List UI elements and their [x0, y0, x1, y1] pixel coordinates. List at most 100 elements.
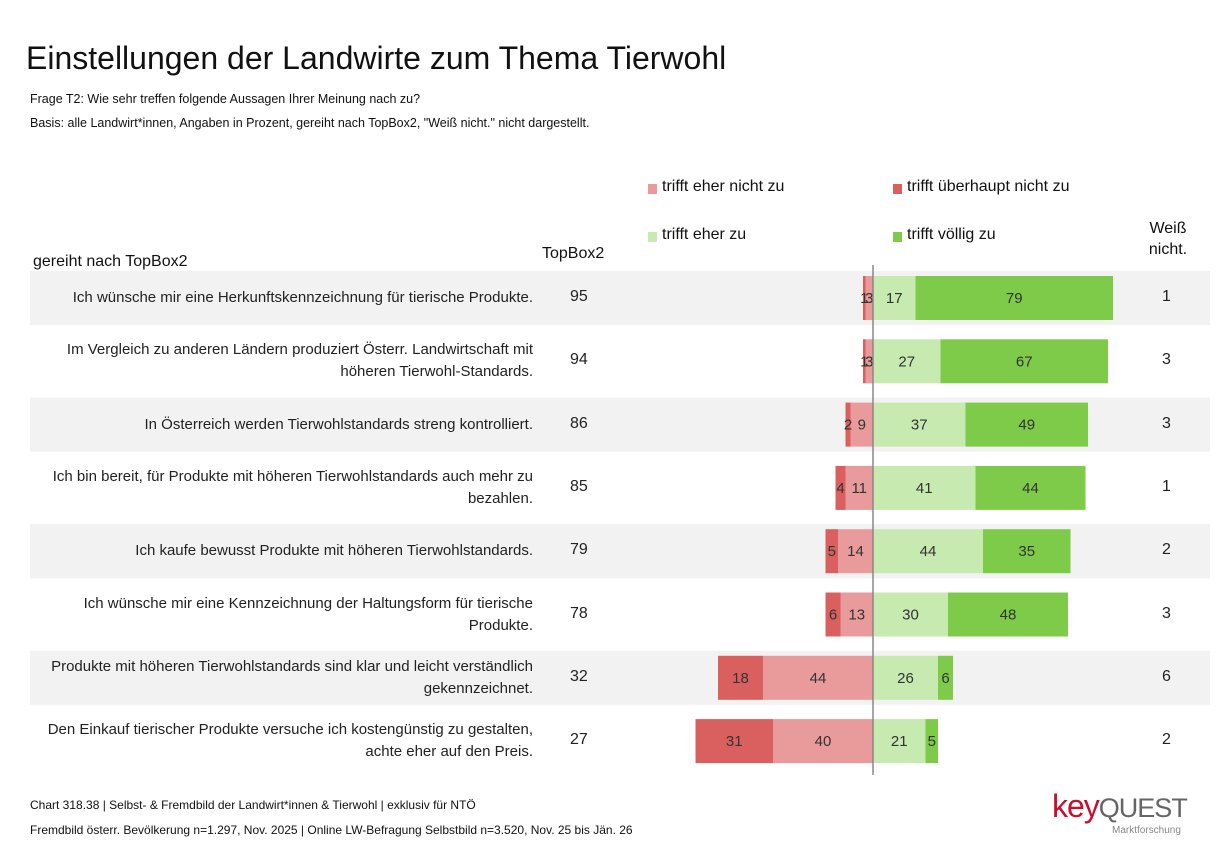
data-label: 49 [1018, 417, 1035, 434]
bar-segment [915, 276, 1113, 320]
data-label: 4 [836, 480, 844, 497]
data-label: 44 [1022, 480, 1039, 497]
bar-segment [965, 402, 1088, 447]
topbox2-value: 78 [570, 604, 588, 622]
data-label: 3 [865, 290, 873, 307]
weiss-nicht-value: 1 [1162, 288, 1171, 305]
data-label: 21 [891, 733, 908, 750]
bar-segment [865, 339, 873, 384]
bar-segment [938, 655, 953, 700]
bar-segment [850, 402, 873, 447]
category-label: Ich kaufe bewusst Produkte mit höheren T… [135, 542, 533, 560]
category-label: In Österreich werden Tierwohlstandards s… [144, 415, 533, 433]
topbox2-value: 79 [570, 541, 588, 559]
logo-key: key [1052, 788, 1100, 824]
data-label: 30 [902, 606, 919, 623]
bar-segment [873, 529, 983, 574]
category-label: Ich wünsche mir eine Kennzeichnung der H… [83, 594, 533, 634]
data-label: 17 [886, 290, 903, 307]
category-label: Im Vergleich zu anderen Ländern produzie… [66, 341, 533, 381]
bar-segment [835, 465, 846, 510]
legend-swatch [893, 232, 902, 242]
category-label: Ich wünsche mir eine Herkunftskennzeichn… [72, 289, 533, 306]
data-label: 9 [858, 417, 866, 434]
bar-segment [838, 529, 873, 574]
weiss-nicht-value: 6 [1162, 667, 1171, 685]
legend-label: trifft völlig zu [907, 226, 996, 243]
bar-segment [773, 719, 873, 764]
bar-segment [873, 719, 926, 764]
data-label: 1 [860, 353, 868, 370]
bar-segment [840, 592, 873, 637]
data-label: 67 [1016, 353, 1033, 370]
data-label: 37 [911, 417, 928, 434]
bar-segment [925, 719, 938, 764]
logo: keyQUEST [1052, 788, 1188, 825]
data-label: 31 [726, 733, 743, 750]
category-label: Produkte mit höheren Tierwohlstandards s… [51, 657, 533, 697]
weiss-nicht-value: 2 [1162, 731, 1171, 749]
category-label: Ich bin bereit, für Produkte mit höheren… [52, 467, 533, 507]
data-label: 1 [860, 290, 868, 307]
bar-segment [873, 276, 916, 320]
weiss-nicht-value: 3 [1162, 351, 1171, 369]
weiss-nicht-value: 2 [1162, 541, 1171, 559]
legend-swatch [893, 184, 902, 194]
category-label: Den Einkauf tierischer Produkte versuche… [47, 721, 533, 761]
data-label: 48 [1000, 606, 1017, 623]
chart-title: Einstellungen der Landwirte zum Thema Ti… [26, 40, 727, 76]
data-label: 13 [848, 606, 865, 623]
legend-label: trifft eher nicht zu [662, 178, 785, 195]
legend-label: trifft eher zu [662, 226, 747, 243]
data-label: 5 [928, 733, 936, 750]
bar-segment [845, 402, 851, 447]
weiss-nicht-value: 3 [1162, 604, 1171, 622]
data-label: 26 [897, 670, 914, 687]
topbox2-value: 32 [570, 667, 588, 685]
data-label: 14 [847, 543, 864, 560]
row-background [30, 650, 1210, 705]
subtitle: Frage T2: Wie sehr treffen folgende Auss… [30, 92, 421, 106]
data-label: 11 [851, 480, 867, 497]
bar-segment [983, 529, 1071, 574]
legend-swatch [648, 184, 657, 194]
data-label: 44 [810, 670, 827, 687]
topbox2-value: 95 [570, 288, 588, 305]
topbox2-value: 86 [570, 414, 588, 432]
logo-tagline: Marktforschung [1112, 825, 1181, 836]
bar-segment [863, 276, 866, 320]
data-label: 35 [1018, 543, 1035, 560]
data-label: 41 [916, 480, 933, 497]
bar-segment [825, 529, 838, 574]
bar-segment [873, 339, 941, 384]
bar-segment [873, 655, 938, 700]
data-label: 6 [829, 606, 837, 623]
bar-segment [873, 592, 948, 637]
data-label: 27 [898, 353, 915, 370]
data-label: 44 [920, 543, 937, 560]
bar-segment [873, 465, 976, 510]
legend-label: trifft überhaupt nicht zu [907, 178, 1070, 195]
column-header: gereiht nach TopBox2 [33, 253, 188, 270]
bar-segment [948, 592, 1068, 637]
bar-segment [845, 465, 873, 510]
data-label: 3 [865, 353, 873, 370]
data-label: 79 [1006, 290, 1023, 307]
subtitle: Basis: alle Landwirt*innen, Angaben in P… [30, 116, 590, 130]
data-label: 18 [732, 670, 749, 687]
footer: Chart 318.38 | Selbst- & Fremdbild der L… [30, 798, 476, 812]
weiss-nicht-value: 1 [1162, 477, 1171, 495]
logo-quest: QUEST [1098, 793, 1188, 823]
bar-segment [718, 655, 763, 700]
data-label: 2 [844, 417, 852, 434]
bar-segment [873, 402, 966, 447]
data-label: 5 [828, 543, 836, 560]
topbox2-value: 94 [570, 351, 588, 369]
bar-segment [695, 719, 773, 764]
column-header: Weiß nicht. [1148, 220, 1188, 258]
data-label: 6 [941, 670, 949, 687]
bar-segment [863, 339, 866, 384]
footer: Fremdbild österr. Bevölkerung n=1.297, N… [30, 823, 633, 837]
